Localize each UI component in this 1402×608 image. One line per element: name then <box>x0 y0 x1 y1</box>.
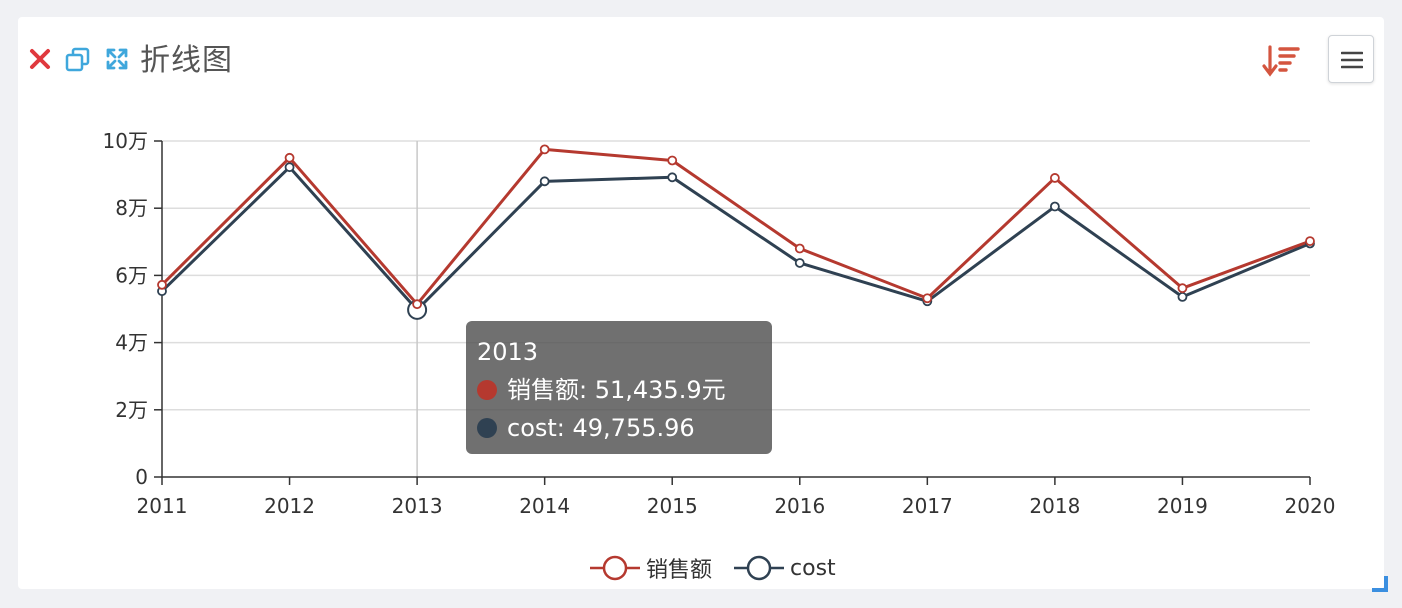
sort-descending-icon[interactable] <box>1262 43 1302 79</box>
data-point <box>1177 283 1188 294</box>
tooltip-label-sales: 销售额: 51,435.9元 <box>507 376 726 404</box>
legend-item-sales[interactable]: 销售额 <box>590 552 712 584</box>
data-point <box>667 155 678 166</box>
tooltip-row-sales: 销售额: 51,435.9元 <box>477 371 772 409</box>
x-tick-label: 2014 <box>519 494 570 518</box>
data-point <box>157 279 167 290</box>
data-point <box>1177 292 1188 302</box>
legend-marker-sales <box>590 555 640 581</box>
x-tick-label: 2013 <box>392 494 443 518</box>
x-tick-label: 2017 <box>902 494 953 518</box>
line-chart: 0 2万 4万 6万 8万 10万 2011 2012 2013 2014 2015 2016 2017… <box>103 129 1336 518</box>
data-point <box>412 299 423 310</box>
data-point <box>667 172 678 183</box>
x-tick-label: 2012 <box>264 494 315 518</box>
series-line <box>160 147 1311 306</box>
y-tick-label: 10万 <box>103 129 148 153</box>
panel-header: 折线图 <box>18 17 1384 107</box>
hamburger-menu-button[interactable] <box>1328 35 1374 83</box>
data-point <box>794 258 805 268</box>
tooltip-title: 2013 <box>477 338 539 366</box>
legend-label-cost: cost <box>790 555 836 581</box>
copy-icon[interactable] <box>65 47 90 72</box>
y-tick-label: 2万 <box>115 398 148 422</box>
x-tick-label: 2016 <box>774 494 825 518</box>
x-tick-label: 2019 <box>1157 494 1208 518</box>
tooltip-swatch-cost <box>477 418 497 438</box>
y-tick-label: 4万 <box>115 331 148 355</box>
data-point <box>1305 236 1315 247</box>
x-tick-label: 2011 <box>137 494 188 518</box>
data-point <box>284 162 295 173</box>
y-tick-label: 6万 <box>115 263 148 287</box>
legend-label-sales: 销售额 <box>646 558 713 583</box>
x-tick-label: 2018 <box>1029 494 1080 518</box>
close-icon[interactable] <box>28 47 52 71</box>
tooltip-swatch-sales <box>477 380 497 400</box>
data-point <box>539 176 550 187</box>
legend-marker-cost <box>734 555 785 581</box>
resize-handle[interactable] <box>1372 576 1388 592</box>
data-point <box>794 243 805 254</box>
chart-tooltip: 2013 销售额: 51,435.9元 cost: 49,755.96 <box>466 321 772 454</box>
tooltip-label-cost: cost: 49,755.96 <box>507 414 695 442</box>
y-tick-label: 0 <box>135 465 148 489</box>
hamburger-menu-icon <box>1341 51 1363 69</box>
data-point <box>539 144 550 155</box>
chart-panel: 折线图 0 2万 4万 6万 8万 10万 2011 2012 2013 2014 2015 2016… <box>18 17 1388 592</box>
data-point <box>284 152 295 163</box>
series-line <box>160 165 1311 312</box>
data-point <box>922 293 933 304</box>
y-tick-label: 8万 <box>115 196 148 220</box>
x-tick-label: 2015 <box>647 494 698 518</box>
tooltip-row-cost: cost: 49,755.96 <box>477 409 772 447</box>
chart-legend: 销售额 cost <box>590 553 858 583</box>
x-tick-label: 2020 <box>1285 494 1336 518</box>
legend-item-cost[interactable]: cost <box>734 553 836 583</box>
data-point <box>1049 201 1060 212</box>
expand-icon[interactable] <box>105 47 129 71</box>
data-point <box>1049 173 1060 183</box>
panel-title: 折线图 <box>140 43 233 78</box>
